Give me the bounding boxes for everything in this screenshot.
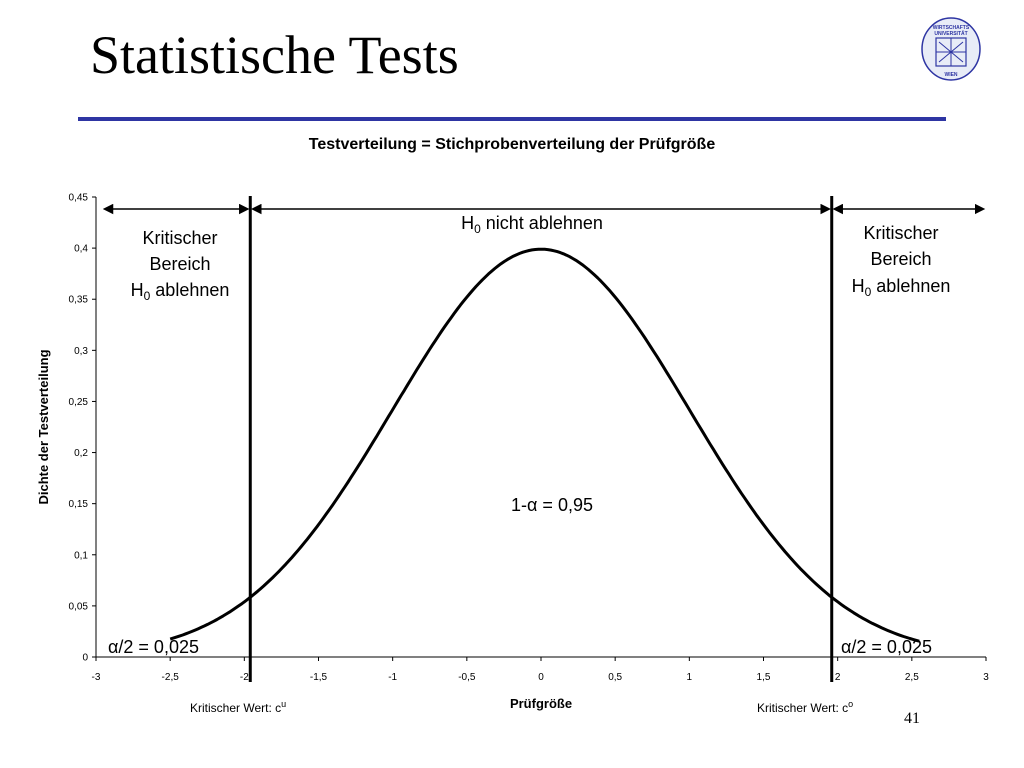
left-region-line3: H0 ablehnen xyxy=(131,280,230,303)
x-tick-label: 2,5 xyxy=(905,672,919,683)
middle-region-label: H0 nicht ablehnen xyxy=(461,213,603,236)
university-logo: WIRTSCHAFTS UNIVERSITÄT WIEN xyxy=(921,17,981,81)
right-region-line2: Bereich xyxy=(870,249,931,269)
x-tick-label: 2 xyxy=(835,672,841,683)
y-tick-label: 0,15 xyxy=(69,499,89,510)
curve-layer xyxy=(169,247,920,643)
y-tick-label: 0,2 xyxy=(74,448,88,459)
x-axis-title: Prüfgröße xyxy=(510,696,572,711)
slide-title: Statistische Tests xyxy=(90,25,459,85)
logo-text-line1: WIRTSCHAFTS xyxy=(933,25,970,31)
y-tick-label: 0,4 xyxy=(74,244,88,255)
page-number: 41 xyxy=(904,710,920,727)
x-tick-label: -2,5 xyxy=(162,672,180,683)
left-region-line2: Bereich xyxy=(149,254,210,274)
x-tick-label: -2 xyxy=(240,672,249,683)
left-tail-label: α/2 = 0,025 xyxy=(108,637,199,657)
x-tick-label: -3 xyxy=(92,672,101,683)
critical-lines xyxy=(248,196,834,682)
title-rule xyxy=(78,117,946,121)
x-tick-label: -1,5 xyxy=(310,672,328,683)
critical-value-upper-label: Kritischer Wert: co xyxy=(757,699,853,715)
chart-title: Testverteilung = Stichprobenverteilung d… xyxy=(308,136,716,153)
density-curve xyxy=(169,247,920,643)
chart-axes: 0 0,05 0,1 0,15 0,2 0,25 0,3 0,35 0,4 0,45 -3 -2,5 -… xyxy=(69,193,990,684)
y-tick-label: 0,35 xyxy=(69,295,89,306)
y-tick-label: 0,25 xyxy=(69,397,89,408)
logo-text-line3: WIEN xyxy=(944,72,957,78)
right-region-line3: H0 ablehnen xyxy=(852,276,951,299)
right-tail-label: α/2 = 0,025 xyxy=(841,637,932,657)
y-tick-label: 0,1 xyxy=(74,550,88,561)
x-tick-label: 1 xyxy=(687,672,693,683)
logo-text-line2: UNIVERSITÄT xyxy=(934,30,967,37)
y-tick-label: 0 xyxy=(82,653,88,664)
x-tick-label: -0,5 xyxy=(458,672,476,683)
critical-value-lower-label: Kritischer Wert: cu xyxy=(190,699,286,715)
y-axis-title: Dichte der Testverteilung xyxy=(36,349,51,504)
x-tick-label: 3 xyxy=(983,672,989,683)
y-tick-label: 0,05 xyxy=(69,601,89,612)
left-region-line1: Kritischer xyxy=(142,228,217,248)
x-tick-label: 1,5 xyxy=(757,672,771,683)
center-probability-label: 1-α = 0,95 xyxy=(511,495,593,515)
x-tick-label: -1 xyxy=(388,672,397,683)
y-tick-label: 0,45 xyxy=(69,193,89,204)
right-region-line1: Kritischer xyxy=(863,223,938,243)
x-tick-label: 0,5 xyxy=(608,672,622,683)
y-tick-label: 0,3 xyxy=(74,346,88,357)
x-tick-label: 0 xyxy=(538,672,544,683)
